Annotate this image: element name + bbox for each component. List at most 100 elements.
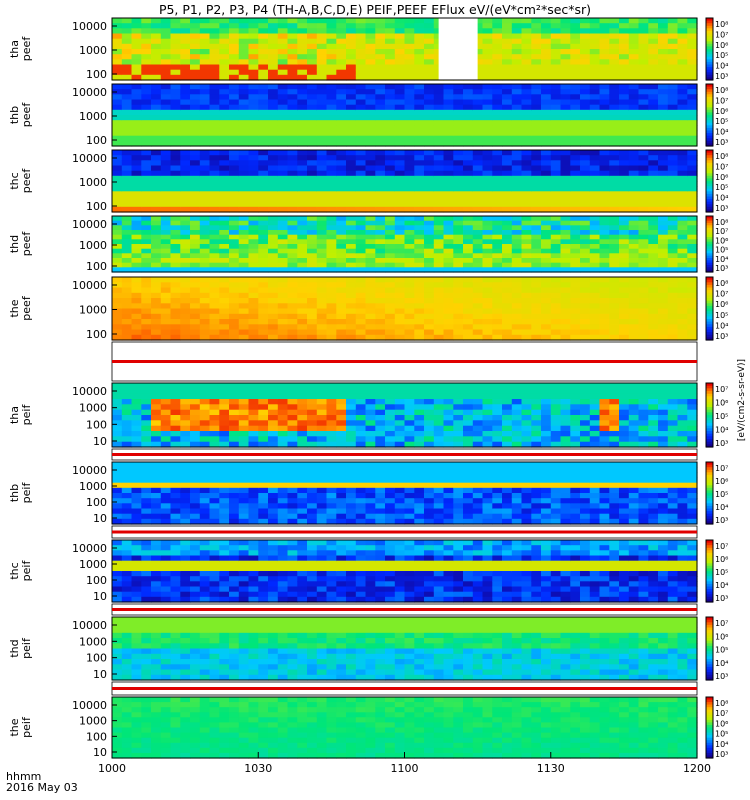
heatmap-cell bbox=[180, 33, 191, 40]
heatmap-cell bbox=[638, 393, 649, 400]
heatmap-cell bbox=[258, 120, 269, 126]
heatmap-cell bbox=[677, 248, 688, 254]
heatmap-cell bbox=[375, 94, 386, 101]
heatmap-cell bbox=[307, 292, 318, 299]
heatmap-cell bbox=[307, 64, 318, 71]
heatmap-cell bbox=[219, 23, 230, 29]
heatmap-cell bbox=[297, 282, 308, 289]
heatmap-cell bbox=[268, 313, 279, 320]
panel-probe-label: thd bbox=[8, 235, 21, 253]
heatmap-cell bbox=[433, 253, 445, 259]
heatmap-cell bbox=[385, 23, 396, 29]
heatmap-cell bbox=[472, 28, 484, 35]
heatmap-cell bbox=[433, 262, 445, 268]
heatmap-cell bbox=[346, 262, 357, 268]
heatmap-cell bbox=[541, 54, 552, 60]
heatmap-cell bbox=[580, 220, 591, 226]
heatmap-cell bbox=[346, 244, 357, 250]
heatmap-cell bbox=[541, 244, 552, 250]
heatmap-cell bbox=[238, 239, 250, 245]
heatmap-cell bbox=[336, 472, 347, 479]
heatmap-cell bbox=[550, 262, 562, 268]
heatmap-cell bbox=[580, 120, 591, 126]
heatmap-cell bbox=[346, 59, 357, 66]
colorbar-cell bbox=[706, 49, 713, 53]
heatmap-cell bbox=[346, 404, 357, 411]
heatmap-cell bbox=[316, 43, 328, 50]
heatmap-cell bbox=[365, 175, 376, 182]
heatmap-cell bbox=[433, 324, 445, 331]
heatmap-cell bbox=[297, 431, 308, 437]
heatmap-cell bbox=[502, 393, 513, 400]
heatmap-cell bbox=[589, 425, 601, 432]
heatmap-cell bbox=[511, 220, 523, 226]
heatmap-cell bbox=[658, 267, 669, 273]
heatmap-cell bbox=[151, 135, 162, 142]
heatmap-cell bbox=[346, 109, 357, 116]
heatmap-cell bbox=[277, 206, 289, 213]
heatmap-cell bbox=[658, 225, 669, 231]
heatmap-cell bbox=[648, 334, 659, 341]
heatmap-cell bbox=[229, 267, 240, 273]
heatmap-cell bbox=[414, 298, 425, 304]
heatmap-cell bbox=[658, 244, 669, 250]
heatmap-cell bbox=[151, 415, 162, 421]
heatmap-cell bbox=[628, 282, 640, 289]
heatmap-cell bbox=[521, 277, 532, 283]
heatmap-cell bbox=[648, 220, 659, 226]
panel-probe-label: thb bbox=[8, 106, 21, 124]
heatmap-cell bbox=[424, 28, 435, 35]
heatmap-cell bbox=[209, 513, 220, 520]
heatmap-cell bbox=[472, 196, 484, 203]
heatmap-cell bbox=[570, 69, 581, 76]
heatmap-cell bbox=[599, 130, 610, 137]
heatmap-cell bbox=[394, 140, 406, 147]
heatmap-cell bbox=[609, 244, 620, 250]
heatmap-cell bbox=[560, 165, 571, 172]
heatmap-cell bbox=[492, 191, 503, 198]
colorbar-cell bbox=[706, 115, 713, 119]
heatmap-cell bbox=[346, 383, 357, 389]
heatmap-cell bbox=[658, 334, 669, 341]
heatmap-cell bbox=[443, 170, 454, 177]
heatmap-cell bbox=[297, 383, 308, 389]
heatmap-cell bbox=[336, 196, 347, 203]
heatmap-cell bbox=[209, 69, 220, 76]
heatmap-cell bbox=[131, 94, 142, 101]
heatmap-cell bbox=[355, 508, 367, 515]
heatmap-cell bbox=[287, 425, 298, 432]
heatmap-cell bbox=[160, 18, 172, 24]
heatmap-cell bbox=[297, 23, 308, 29]
heatmap-cell bbox=[472, 109, 484, 116]
heatmap-cell bbox=[297, 329, 308, 336]
heatmap-cell bbox=[268, 287, 279, 294]
heatmap-cell bbox=[336, 324, 347, 331]
colorbar-cell bbox=[706, 173, 713, 177]
heatmap-cell bbox=[580, 436, 591, 443]
heatmap-cell bbox=[648, 135, 659, 142]
heatmap-cell bbox=[414, 18, 425, 24]
heatmap-cell bbox=[463, 409, 474, 416]
heatmap-cell bbox=[687, 84, 698, 90]
heatmap-cell bbox=[336, 498, 347, 504]
heatmap-cell bbox=[141, 258, 152, 264]
heatmap-cell bbox=[472, 415, 484, 421]
heatmap-cell bbox=[531, 196, 542, 203]
heatmap-cell bbox=[355, 399, 367, 405]
heatmap-cell bbox=[238, 99, 250, 106]
heatmap-cell bbox=[151, 267, 162, 273]
heatmap-cell bbox=[180, 165, 191, 172]
heatmap-cell bbox=[443, 244, 454, 250]
heatmap-cell bbox=[160, 23, 172, 29]
heatmap-cell bbox=[336, 441, 347, 448]
heatmap-cell bbox=[346, 234, 357, 240]
heatmap-cell bbox=[589, 239, 601, 245]
heatmap-cell bbox=[580, 140, 591, 147]
heatmap-cell bbox=[209, 415, 220, 421]
heatmap-cell bbox=[550, 38, 562, 45]
heatmap-cell bbox=[316, 23, 328, 29]
heatmap-cell bbox=[268, 33, 279, 40]
heatmap-cell bbox=[550, 54, 562, 60]
heatmap-cell bbox=[667, 201, 679, 208]
heatmap-cell bbox=[346, 287, 357, 294]
